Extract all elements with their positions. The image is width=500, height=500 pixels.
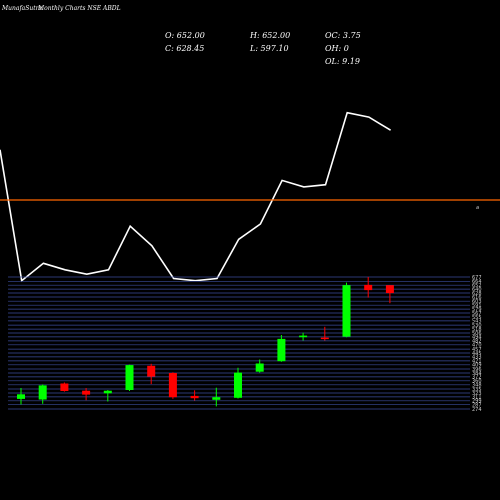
y-tick-label: 567 [472,311,482,317]
chart-title: Monthly Charts NSE ABDL [37,5,121,12]
y-tick-label: 409 [472,363,482,369]
candle [168,372,177,399]
ohlc-oc: OC: 3.75 [325,31,361,40]
brand-label: MunafaSutra [1,5,43,12]
ohlc-low: L: 597.10 [249,44,289,53]
candle [103,390,112,402]
y-tick-label: 628 [472,291,482,297]
y-tick-label: 506 [472,331,482,337]
candle [147,363,156,385]
candle [38,384,47,404]
candle [82,388,91,401]
candle-body [82,390,91,395]
ohlc-oh: OH: 0 [325,44,349,53]
candle-body [125,365,134,390]
y-tick-label: 287 [472,403,482,409]
y-tick-label: 616 [472,295,482,301]
ohlc-close: C: 628.45 [165,44,204,53]
candle-body [364,284,373,291]
candle-body [299,335,308,338]
candle [277,335,286,362]
price-axis: 2742872993113233353483603723843964094214… [472,275,482,413]
y-tick-label: 677 [472,275,482,281]
y-tick-label: 396 [472,367,482,373]
candle-body [60,383,69,391]
candle [190,390,199,401]
candlestick-series [17,277,394,407]
candle [320,326,329,341]
candle-body [190,395,199,399]
y-tick-label: 360 [472,379,482,385]
y-tick-label: 323 [472,391,482,397]
candle [342,282,351,338]
candle-body [385,285,394,294]
candle [212,387,221,407]
y-tick-label: 603 [472,299,482,305]
candle-body [255,363,264,372]
y-tick-label: 543 [472,319,482,325]
candle-body [277,338,286,362]
price-line [0,111,392,283]
y-tick-label: 530 [472,323,482,329]
candle [125,364,134,391]
y-tick-label: 457 [472,347,482,353]
ohlc-open: O: 652.00 [165,31,205,40]
ohlc-high: H: 652.00 [249,31,290,40]
candle-body [38,385,47,400]
y-tick-label: 494 [472,335,482,341]
y-tick-label: 664 [472,279,482,285]
candle [60,382,69,392]
y-tick-label: 421 [472,359,482,365]
y-tick-label: 518 [472,327,482,333]
candle-body [17,394,25,399]
line-panel [0,111,392,283]
candle-body [234,372,242,398]
candle-body [103,390,112,394]
candle-body [320,337,329,340]
y-tick-label: 652 [472,283,482,289]
y-tick-label: 348 [472,383,482,389]
y-tick-label: 470 [472,343,482,349]
y-tick-label: 579 [472,307,482,313]
y-tick-label: 555 [472,315,482,321]
ohlc-ol: OL: 9.19 [325,57,360,66]
y-tick-label: 384 [472,371,482,377]
y-tick-label: 335 [472,387,482,393]
y-tick-label: 433 [472,355,482,361]
y-tick-label: 591 [472,303,482,309]
y-tick-label: 482 [472,339,482,345]
y-tick-label: 640 [472,287,482,293]
end-marker-label: a [476,205,479,211]
candle [255,359,264,373]
y-tick-label: 445 [472,351,482,357]
candle [234,367,242,399]
y-tick-label: 299 [472,399,482,405]
candle [299,332,308,341]
candle [17,388,25,405]
candle-body [212,397,221,400]
y-tick-label: 311 [472,395,482,401]
candle-body [342,285,351,337]
candle [364,277,373,298]
y-tick-label: 274 [472,407,482,413]
candle-body [168,373,177,398]
candle [385,285,394,304]
candle-body [147,365,156,377]
y-tick-label: 372 [472,375,482,381]
